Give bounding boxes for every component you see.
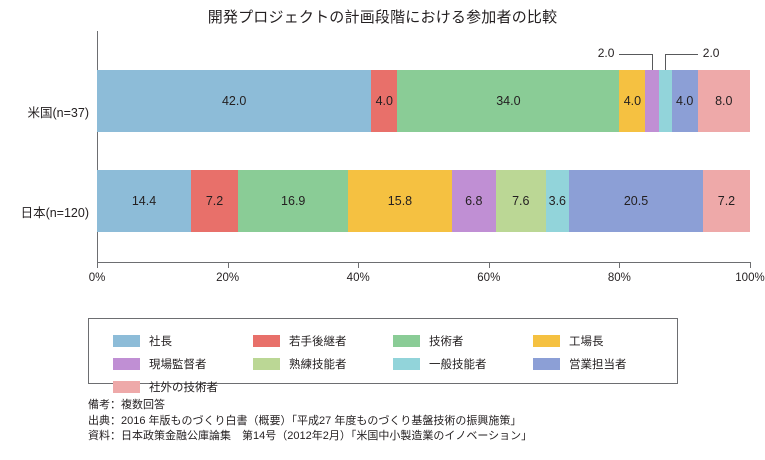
x-tick-100	[750, 262, 751, 268]
legend-item[interactable]: 技術者	[393, 329, 533, 352]
bar-series-us: 42.0 4.0 34.0 4.0 4.0 8.0	[97, 70, 750, 132]
bar-segment: 4.0	[619, 70, 646, 132]
bar-segment: 20.5	[569, 170, 703, 232]
legend-item[interactable]: 社長	[113, 329, 253, 352]
category-label-us: 米国(n=37)	[27, 106, 89, 120]
x-tick-label-40: 40%	[346, 272, 370, 284]
bar-segment: 7.6	[495, 170, 546, 232]
x-tick-label-60: 60%	[477, 272, 501, 284]
x-tick-label-80: 80%	[607, 272, 631, 284]
legend-item-label: 技術者	[429, 335, 464, 348]
footnote-remarks: 備考：複数回答	[88, 399, 165, 411]
category-label-jp: 日本(n=120)	[20, 206, 89, 220]
legend-swatch-icon	[113, 334, 140, 347]
bar-segment: 15.8	[348, 170, 452, 232]
chart-title: 開発プロジェクトの計画段階における参加者の比較	[207, 9, 558, 26]
x-tick-label-20: 20%	[216, 272, 240, 284]
legend: 社長 若手後継者 技術者 工場長現場監督者 熟練技能者 一般技能者 営業担当者社外の技術者	[88, 318, 678, 394]
legend-item-label: 若手後継者	[289, 335, 347, 348]
x-tick-20	[227, 262, 229, 268]
bar-segment: 3.6	[545, 170, 570, 232]
y-axis-line	[97, 31, 98, 263]
x-axis-line	[97, 262, 750, 263]
bar-segment-value: 7.6	[512, 194, 530, 208]
legend-item-label: 工場長	[569, 335, 604, 348]
legend-swatch-icon	[253, 357, 280, 370]
footnote-data: 資料：日本政策金融公庫論集 第14号（2012年2月）「米国中小製造業のイノベー…	[88, 430, 533, 442]
callout-leader-right-horizontal	[665, 54, 699, 55]
bar-segment-value: 6.8	[465, 194, 483, 208]
bar-segment-value: 7.2	[717, 194, 736, 208]
legend-item-label: 社長	[149, 335, 172, 348]
callout-label-genba-kantokusha: 2.0	[597, 46, 615, 60]
bar-series-jp: 14.4 7.2 16.9 15.8 6.8 7.6 3.6 20.5 7.2	[97, 170, 750, 232]
bar-segment-value: 20.5	[623, 194, 649, 208]
legend-swatch-icon	[113, 380, 140, 393]
callout-label-ippan-ginousha: 2.0	[702, 46, 720, 60]
bar-segment-value: 16.9	[281, 194, 306, 208]
legend-item-label: 営業担当者	[569, 358, 627, 371]
legend-swatch-icon	[393, 334, 420, 347]
footnote-source: 出典：2016 年版ものづくり白書（概要）「平成27 年度ものづくり基盤技術の振…	[88, 414, 522, 427]
callout-leader-left-horizontal	[619, 54, 653, 55]
plot-area: 0% 20% 40% 60% 80% 100% 42.0 4.0 34.0 4.0 4.0 8.0 …	[89, 31, 765, 284]
bar-segment-value: 4.0	[675, 94, 694, 108]
bar-segment-value: 7.2	[205, 194, 224, 208]
x-tick-40	[358, 262, 360, 268]
bar-segment: 6.8	[451, 170, 496, 232]
bar-segment-value: 15.8	[387, 194, 413, 208]
bar-segment-value: 8.0	[715, 94, 733, 108]
legend-item-label: 社外の技術者	[149, 381, 218, 394]
x-tick-0	[97, 262, 98, 268]
x-tick-80	[619, 262, 621, 268]
legend-item[interactable]: 社外の技術者	[113, 375, 253, 398]
bar-segment: 34.0	[397, 70, 620, 132]
x-tick-label-0: 0%	[88, 272, 106, 284]
legend-item[interactable]: 一般技能者	[393, 352, 533, 375]
bar-segment: 16.9	[238, 170, 349, 232]
bar-segment-value: 4.0	[375, 94, 393, 108]
legend-swatch-icon	[393, 357, 420, 370]
legend-item[interactable]: 熟練技能者	[253, 352, 393, 375]
bar-segment-value: 3.6	[548, 194, 567, 208]
x-tick-60	[488, 262, 490, 268]
bar-segment-value: 34.0	[496, 94, 521, 108]
legend-item-label: 熟練技能者	[289, 358, 347, 371]
bar-segment: 42.0	[97, 70, 372, 132]
legend-item[interactable]: 工場長	[533, 329, 673, 352]
legend-items: 社長 若手後継者 技術者 工場長現場監督者 熟練技能者 一般技能者 営業担当者社外の技術者	[113, 329, 673, 398]
bar-segment: 8.0	[697, 70, 750, 132]
footnotes: 備考：複数回答 出典：2016 年版ものづくり白書（概要）「平成27 年度ものづ…	[88, 398, 758, 445]
bar-segment-value: 42.0	[221, 94, 247, 108]
legend-swatch-icon	[533, 357, 560, 370]
bar-segment: 4.0	[371, 70, 398, 132]
bar-segment-value: 4.0	[623, 94, 642, 108]
legend-item[interactable]: 現場監督者	[113, 352, 253, 375]
legend-item-label: 一般技能者	[429, 358, 487, 371]
bar-segment	[658, 70, 672, 132]
bar-segment: 7.2	[191, 170, 239, 232]
legend-swatch-icon	[253, 334, 280, 347]
x-tick-label-100: 100%	[735, 272, 765, 284]
bar-segment: 7.2	[702, 170, 750, 232]
legend-swatch-icon	[533, 334, 560, 347]
legend-item[interactable]: 若手後継者	[253, 329, 393, 352]
bar-segment: 4.0	[671, 70, 698, 132]
legend-item-label: 現場監督者	[149, 358, 207, 371]
bar-segment	[645, 70, 659, 132]
legend-swatch-icon	[113, 357, 140, 370]
bar-segment-value: 14.4	[131, 194, 157, 208]
bar-segment: 14.4	[97, 170, 192, 232]
legend-item[interactable]: 営業担当者	[533, 352, 673, 375]
